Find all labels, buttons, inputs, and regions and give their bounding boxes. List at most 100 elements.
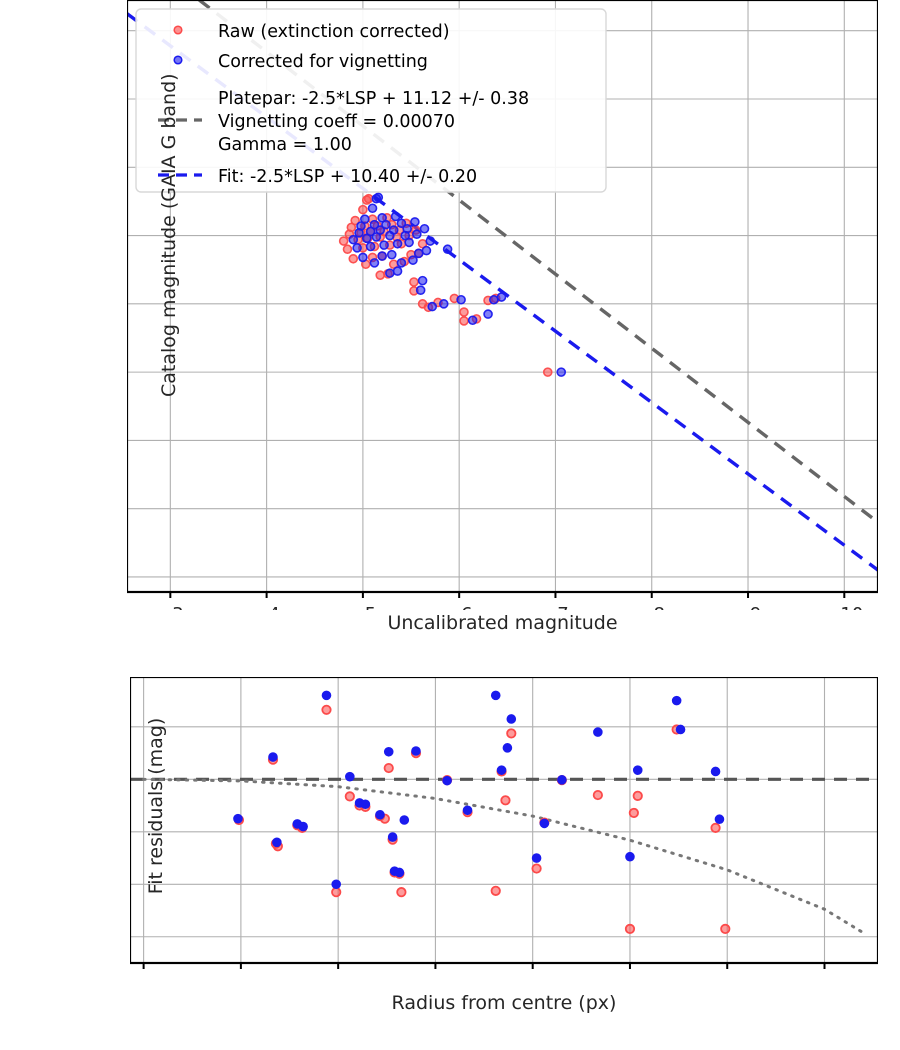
data-point [383, 746, 394, 757]
data-point [500, 795, 511, 806]
data-point [399, 815, 410, 825]
data-point [331, 879, 342, 890]
x-tick-label: 100 [224, 975, 258, 977]
data-point [539, 818, 550, 829]
data-point [421, 245, 432, 256]
data-point [402, 223, 412, 234]
x-tick-label: 700 [807, 975, 841, 977]
data-point [556, 367, 567, 377]
data-point [628, 807, 639, 819]
data-point [593, 727, 603, 737]
data-point [396, 258, 407, 268]
axis-frame [130, 677, 878, 965]
data-point [344, 791, 355, 802]
bottom-panel-plot: 01002003004005006007000.20.0−0.2−0.4−0.6 [130, 677, 878, 977]
data-point [358, 204, 368, 215]
data-point [419, 223, 430, 234]
x-tick-label: −8 [638, 604, 665, 610]
legend-label-fit: Fit: -2.5*LSP + 10.40 +/- 0.20 [218, 167, 477, 187]
legend-box [135, 8, 607, 193]
top-panel-axes: −3−4−5−6−7−8−9−10012345678 [127, 0, 878, 610]
data-point [710, 822, 721, 833]
data-point [298, 821, 308, 832]
data-point [408, 255, 418, 265]
top-panel-xlabel: Uncalibrated magnitude [387, 612, 618, 634]
data-point [496, 292, 507, 302]
data-point [367, 203, 378, 214]
x-tick-label: 300 [418, 975, 452, 977]
series-corrected [233, 690, 725, 890]
data-point [720, 923, 731, 934]
data-point [358, 252, 368, 263]
fit-residuals-panel: Fit residuals (mag) Radius from centre (… [130, 677, 878, 1037]
bottom-panel-ylabel: Fit residuals (mag) [145, 717, 167, 895]
data-point [624, 923, 636, 934]
x-tick-label: −6 [446, 604, 473, 610]
data-point [417, 299, 428, 309]
data-point [438, 299, 449, 309]
data-point [338, 236, 349, 246]
data-point [388, 225, 399, 235]
data-point [233, 813, 243, 824]
data-point [632, 765, 643, 775]
data-point [531, 853, 542, 863]
data-point [456, 294, 466, 305]
data-point [410, 217, 420, 227]
data-point [409, 277, 419, 287]
data-point [377, 213, 387, 223]
data-point [375, 809, 385, 820]
series-raw [233, 704, 731, 934]
legend-marker-corrected [173, 55, 183, 65]
data-point [379, 240, 389, 250]
data-point [387, 832, 398, 842]
data-point [375, 225, 386, 235]
axis-frame [127, 0, 878, 594]
data-point [392, 266, 403, 276]
data-point [531, 863, 542, 874]
x-tick-label: −9 [735, 604, 762, 610]
data-point [396, 218, 407, 229]
data-point [396, 887, 407, 898]
data-point [462, 805, 473, 816]
legend-label-raw: Raw (extinction corrected) [218, 22, 450, 42]
data-point [392, 238, 403, 249]
data-point [506, 728, 517, 739]
data-point [506, 714, 517, 724]
data-point [467, 315, 478, 326]
data-point [490, 690, 501, 701]
data-point [442, 244, 453, 255]
data-point [415, 285, 426, 295]
data-point [496, 765, 507, 775]
top-panel-points [338, 192, 567, 377]
bottom-panel-points [233, 690, 731, 934]
magnitude-calibration-panel: Catalog magnitude (GAIA G band) Uncalibr… [127, 0, 878, 650]
data-point [412, 229, 422, 240]
data-point [385, 268, 395, 278]
data-point [321, 704, 332, 715]
data-point [592, 789, 603, 801]
data-point [360, 214, 370, 224]
vignetting-curve [142, 777, 865, 935]
data-point [502, 743, 513, 753]
data-point [348, 234, 359, 245]
data-point [383, 762, 394, 774]
x-tick-label: −5 [350, 604, 377, 610]
data-point [360, 799, 371, 810]
x-tick-label: 400 [516, 975, 550, 977]
data-point [489, 294, 499, 305]
legend-marker-raw [173, 25, 183, 35]
data-point [345, 771, 355, 782]
x-tick-label: 600 [710, 975, 744, 977]
data-point [459, 307, 469, 317]
top-panel-plot: −3−4−5−6−7−8−9−10012345678Raw (extinctio… [127, 0, 878, 610]
data-point [268, 752, 278, 762]
legend-label-platepar: Platepar: -2.5*LSP + 11.12 +/- 0.38 [218, 89, 529, 109]
legend-label-vignetting-coeff: Vignetting coeff = 0.00070 [218, 112, 455, 132]
data-point [714, 814, 725, 825]
x-tick-label: −10 [825, 604, 863, 610]
data-point [342, 244, 353, 255]
data-point [363, 193, 374, 204]
legend-label-gamma: Gamma = 1.00 [218, 135, 352, 155]
data-point [390, 211, 401, 222]
